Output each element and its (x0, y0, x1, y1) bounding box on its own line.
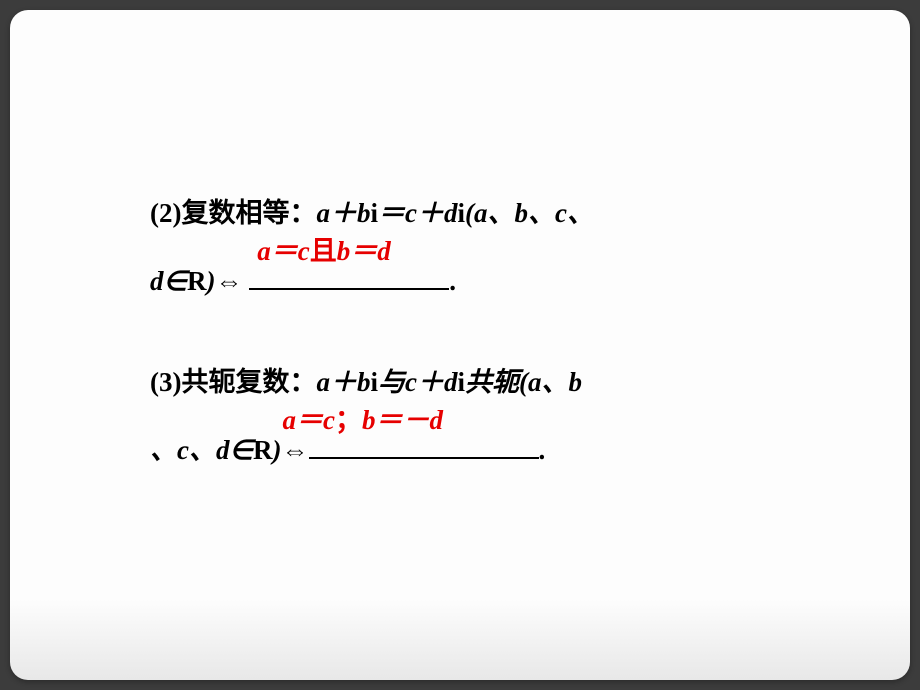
item3-answer-sep: ； (335, 405, 362, 435)
item2-answer: a＝c且b＝d (257, 218, 390, 286)
item2-answer-a: a＝c (257, 236, 309, 266)
item3-answer-a: a＝c (283, 405, 335, 435)
item2-blank: a＝c且b＝d (249, 257, 449, 289)
item2-suffix: . (449, 266, 456, 296)
item3-answer-b: b＝－d (362, 405, 443, 435)
item2-answer-conj: 且 (310, 236, 337, 266)
item2-expr2: d∈R) (150, 266, 216, 296)
item2-line1: (2)复数相等：a＋bi＝c＋di(a、b、c、 (150, 180, 770, 248)
item3-blank: a＝c；b＝－d (309, 426, 539, 458)
item2-prefix: (2) (150, 198, 181, 228)
item3-line1: (3)共轭复数：a＋bi与c＋di共轭(a、b (150, 349, 770, 417)
slide-container: (2)复数相等：a＋bi＝c＋di(a、b、c、 d∈R)⇔ a＝c且b＝d .… (10, 10, 910, 680)
item2-line2: d∈R)⇔ a＝c且b＝d . (150, 248, 770, 316)
item3-line2: 、c、d∈R)⇔ a＝c；b＝－d . (150, 417, 770, 485)
spacing (150, 315, 770, 349)
item3-answer: a＝c；b＝－d (283, 387, 443, 455)
item2-answer-b: b＝d (337, 236, 391, 266)
item3-suffix: . (539, 435, 546, 465)
item3-expr2: 、c、d∈R) (150, 435, 282, 465)
item3-prefix: (3) (150, 367, 181, 397)
